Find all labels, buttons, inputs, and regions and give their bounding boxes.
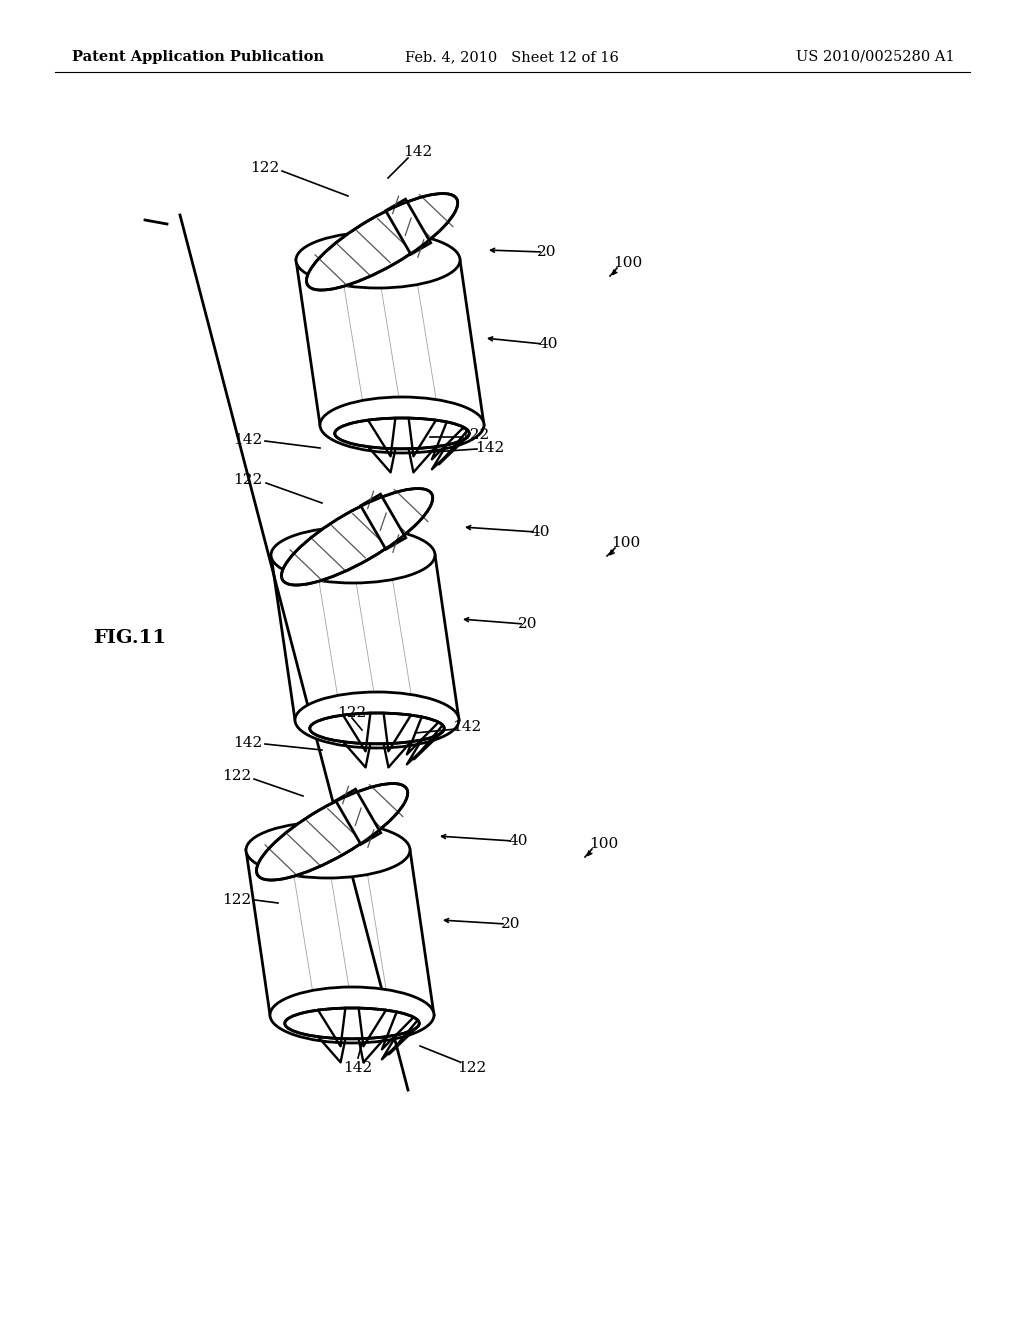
Text: 142: 142 <box>343 1061 373 1074</box>
Text: 122: 122 <box>251 161 280 176</box>
Ellipse shape <box>285 1008 419 1039</box>
Ellipse shape <box>306 194 458 290</box>
Text: 100: 100 <box>611 536 641 550</box>
Text: 142: 142 <box>233 737 262 750</box>
Ellipse shape <box>246 822 410 878</box>
Text: 142: 142 <box>233 433 262 447</box>
Ellipse shape <box>335 418 469 449</box>
Text: 122: 122 <box>222 894 252 907</box>
Text: 20: 20 <box>518 616 538 631</box>
Ellipse shape <box>282 488 433 585</box>
Text: 20: 20 <box>538 246 557 259</box>
Ellipse shape <box>309 713 444 743</box>
Text: 100: 100 <box>613 256 643 271</box>
Polygon shape <box>336 789 381 845</box>
Ellipse shape <box>256 784 408 880</box>
Text: 142: 142 <box>475 441 505 455</box>
Text: 142: 142 <box>403 145 432 158</box>
Text: 40: 40 <box>530 525 550 539</box>
Ellipse shape <box>296 232 460 288</box>
Text: FIG.11: FIG.11 <box>93 630 167 647</box>
Text: 40: 40 <box>539 337 558 351</box>
Ellipse shape <box>319 397 484 453</box>
Text: 20: 20 <box>502 917 521 931</box>
Polygon shape <box>360 494 406 549</box>
Text: Patent Application Publication: Patent Application Publication <box>72 50 324 63</box>
Text: 122: 122 <box>461 428 489 442</box>
Ellipse shape <box>295 692 459 748</box>
Text: 122: 122 <box>233 473 262 487</box>
Ellipse shape <box>270 987 434 1043</box>
Text: 100: 100 <box>590 837 618 851</box>
Text: 142: 142 <box>453 719 481 734</box>
Polygon shape <box>386 199 431 255</box>
Text: 122: 122 <box>222 770 252 783</box>
Text: US 2010/0025280 A1: US 2010/0025280 A1 <box>797 50 955 63</box>
Ellipse shape <box>271 527 435 583</box>
Text: 122: 122 <box>458 1061 486 1074</box>
Text: 40: 40 <box>508 834 527 847</box>
Text: 122: 122 <box>337 706 367 719</box>
Text: Feb. 4, 2010   Sheet 12 of 16: Feb. 4, 2010 Sheet 12 of 16 <box>406 50 618 63</box>
